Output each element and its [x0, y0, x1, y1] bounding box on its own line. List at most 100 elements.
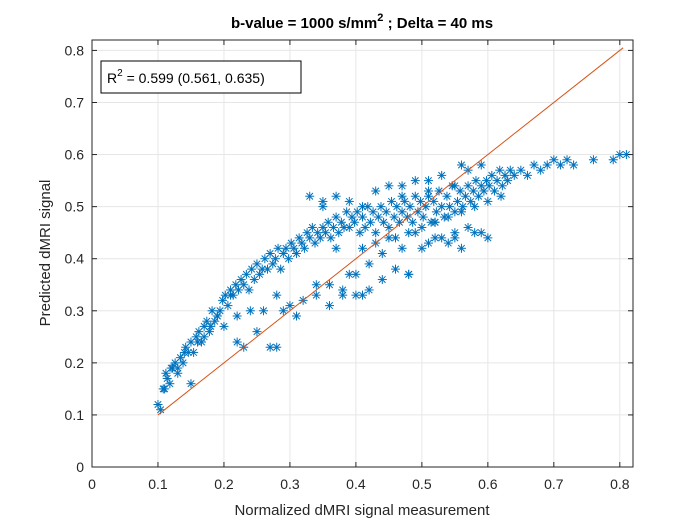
data-point	[193, 337, 203, 347]
y-axis-label: Predicted dMRI signal	[37, 180, 54, 327]
y-tick-label: 0.6	[65, 147, 85, 163]
data-point	[443, 238, 453, 248]
data-point	[325, 301, 335, 311]
x-tick-label: 0.5	[412, 476, 432, 492]
chart-title-tail: ; Delta = 40 ms	[383, 15, 493, 32]
data-point	[173, 368, 183, 378]
data-point	[245, 306, 255, 316]
annotation-r-sup: 2	[117, 68, 123, 79]
chart-title: b-value = 1000 s/mm2 ; Delta = 40 ms	[231, 12, 493, 32]
x-ticks: 0 0.1 0.2 0.3 0.4 0.5 0.6 0.7 0.8	[88, 40, 630, 492]
data-point	[429, 196, 439, 206]
data-point	[232, 337, 242, 347]
data-point	[410, 228, 420, 238]
data-point	[265, 342, 275, 352]
data-point	[373, 212, 383, 222]
data-point	[430, 233, 440, 243]
data-point	[179, 347, 189, 357]
data-point	[377, 249, 387, 258]
data-point	[536, 165, 546, 175]
data-point	[311, 290, 321, 300]
data-point	[186, 379, 196, 389]
data-point	[358, 290, 367, 300]
data-point	[358, 243, 367, 253]
data-point	[206, 321, 216, 331]
data-point	[365, 217, 375, 227]
data-point	[166, 363, 176, 373]
data-point	[178, 358, 188, 368]
data-point	[331, 243, 341, 253]
data-point	[310, 238, 320, 248]
data-point	[466, 196, 476, 206]
data-point	[562, 155, 572, 165]
data-point	[299, 243, 309, 253]
data-point	[489, 186, 499, 196]
y-tick-label: 0.7	[65, 94, 85, 110]
data-point	[443, 212, 453, 222]
data-point	[423, 176, 433, 186]
data-point	[450, 181, 460, 191]
data-point	[311, 280, 321, 290]
data-point	[189, 347, 199, 357]
data-point	[265, 249, 275, 258]
y-tick-label: 0.3	[65, 303, 85, 319]
annotation-value: = 0.599 (0.561, 0.635)	[123, 70, 265, 86]
data-point	[423, 238, 433, 248]
data-point	[278, 306, 288, 316]
x-tick-label: 0.1	[148, 476, 168, 492]
data-point	[483, 196, 493, 206]
data-point	[344, 196, 354, 206]
data-point	[470, 202, 480, 212]
data-point	[226, 290, 236, 300]
data-point	[326, 233, 336, 243]
data-point	[522, 170, 532, 180]
identity-line	[157, 47, 624, 416]
y-tick-label: 0.4	[65, 251, 85, 267]
data-point	[417, 222, 427, 232]
data-point	[244, 285, 254, 295]
x-axis-label: Normalized dMRI signal measurement	[234, 502, 490, 519]
data-point	[318, 202, 328, 212]
data-point	[470, 228, 480, 238]
data-points	[153, 150, 631, 415]
data-point	[364, 285, 374, 295]
data-point	[437, 170, 447, 180]
grid	[92, 40, 633, 467]
data-point	[569, 160, 579, 170]
data-point	[219, 321, 229, 331]
data-point	[276, 264, 286, 274]
data-point	[503, 176, 513, 186]
data-point	[458, 202, 468, 212]
x-tick-label: 0.7	[544, 476, 564, 492]
data-point	[421, 202, 431, 212]
data-point	[160, 384, 170, 394]
x-tick-label: 0	[88, 476, 96, 492]
data-point	[381, 207, 391, 217]
data-point	[450, 233, 460, 243]
data-point	[588, 155, 598, 165]
data-point	[305, 191, 315, 201]
x-tick-label: 0.4	[346, 476, 366, 492]
data-point	[404, 269, 414, 279]
data-point	[331, 191, 341, 201]
data-point	[199, 332, 209, 342]
x-tick-label: 0.2	[214, 476, 234, 492]
data-point	[364, 259, 374, 269]
r-squared-annotation: R2 = 0.599 (0.561, 0.635)	[100, 60, 302, 94]
y-tick-label: 0.5	[65, 199, 85, 215]
data-point	[292, 311, 302, 321]
annotation-box	[100, 60, 302, 94]
data-point	[405, 202, 415, 212]
x-tick-label: 0.3	[280, 476, 300, 492]
data-point	[285, 301, 295, 311]
data-point	[608, 155, 618, 165]
data-point	[344, 269, 354, 279]
x-tick-label: 0.6	[478, 476, 498, 492]
data-point	[252, 327, 262, 337]
data-point	[516, 165, 526, 175]
data-point	[350, 217, 360, 227]
data-point	[334, 228, 344, 238]
chart-title-sup: 2	[377, 12, 383, 24]
